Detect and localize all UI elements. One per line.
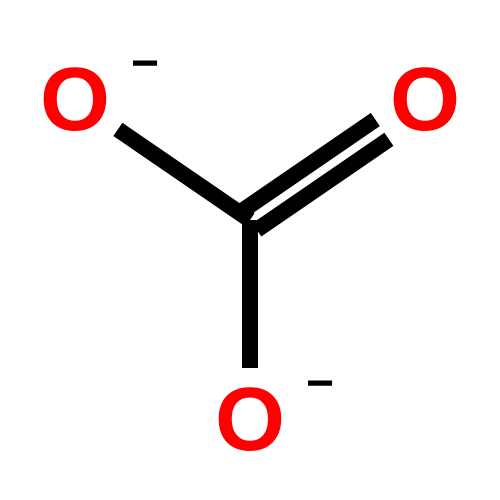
charge-o_top_left: − — [131, 40, 159, 88]
charge-o_bottom: − — [306, 360, 334, 408]
atom-o_bottom: O — [215, 375, 285, 465]
molecule-canvas: O−OO− — [0, 0, 500, 500]
atom-o_top_right: O — [390, 55, 460, 145]
atom-o_top_left: O — [40, 55, 110, 145]
